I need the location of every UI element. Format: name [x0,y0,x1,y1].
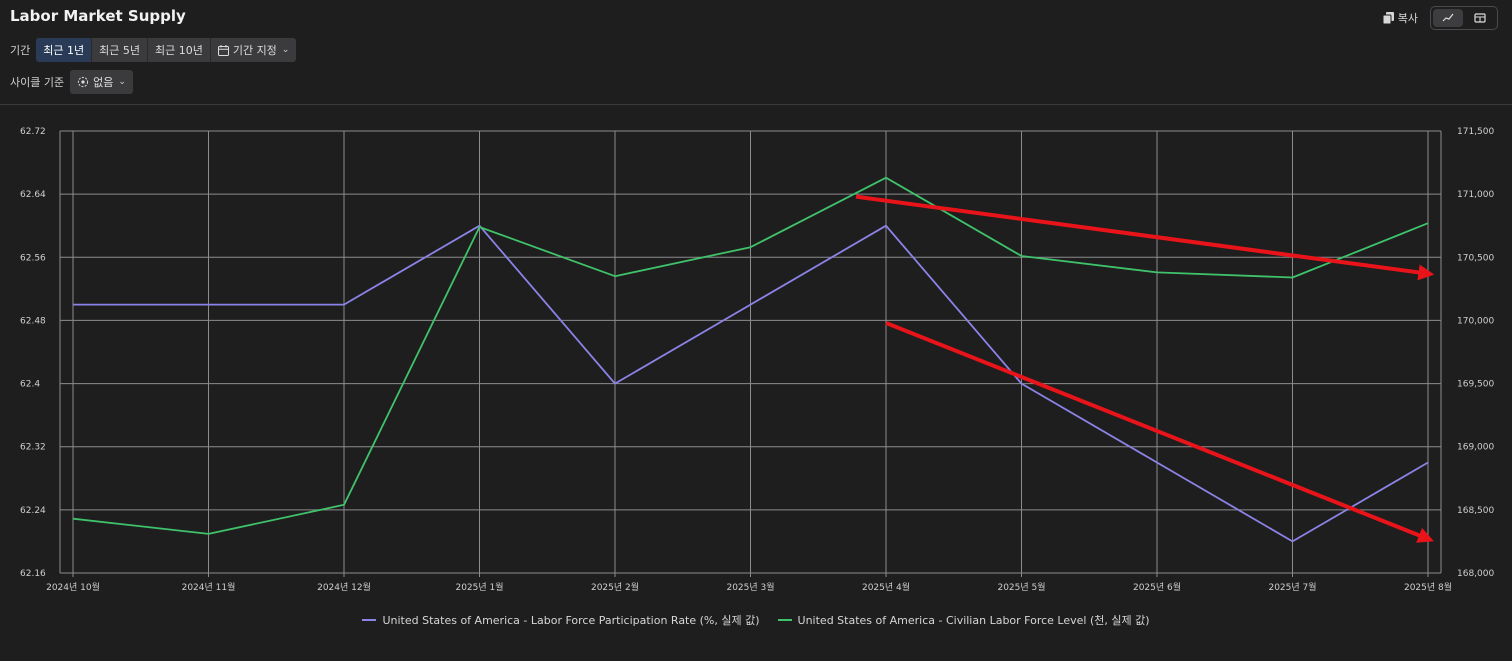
period-option-custom[interactable]: 기간 지정 ⌄ [211,38,297,62]
y-left-tick-label: 62.48 [20,316,46,326]
y-left-tick-label: 62.16 [20,569,46,579]
x-tick-label: 2024년 10월 [46,581,100,593]
y-left-tick-label: 62.4 [20,380,40,390]
divider [0,104,1512,105]
x-tick-label: 2025년 2월 [591,581,639,593]
labor-force-level-line [72,176,1429,535]
period-option-5y[interactable]: 최근 5년 [92,38,148,62]
copy-button[interactable]: 복사 [1382,10,1418,26]
cycle-selector[interactable]: 없음 ⌄ [70,70,133,94]
y-right-tick-label: 168,500 [1457,506,1494,516]
x-tick-label: 2024년 12월 [317,581,371,593]
y-left-tick-label: 62.32 [20,443,46,453]
x-tick-label: 2025년 7월 [1268,581,1316,593]
y-right-tick-label: 169,500 [1457,380,1494,390]
legend-item-labor-force-level[interactable]: United States of America - Civilian Labo… [777,612,1150,628]
legend-label: United States of America - Civilian Labo… [797,614,1150,627]
y-right-tick-label: 170,500 [1457,253,1494,263]
y-left-tick-label: 62.24 [20,506,46,516]
line-chart: 62.72 171,500 62.64 171,000 62.56 170,500 62.4… [20,127,1494,593]
period-selector: 최근 1년 최근 5년 최근 10년 기간 지정 ⌄ [36,38,297,62]
x-tick-label: 2025년 5월 [997,581,1045,593]
y-right-tick-label: 170,000 [1457,316,1494,326]
x-tick-label: 2025년 8월 [1404,581,1452,593]
x-tick-label: 2025년 3월 [726,581,774,593]
y-left-tick-label: 62.56 [20,253,46,263]
table-icon [1474,13,1486,23]
x-tick-label: 2025년 4월 [862,581,910,593]
period-label: 기간 [10,44,31,57]
y-left-tick-label: 62.64 [20,190,46,200]
line-chart-view-button[interactable] [1433,9,1463,27]
table-view-button[interactable] [1465,9,1495,27]
calendar-icon [217,44,229,56]
y-right-tick-label: 171,000 [1457,190,1494,200]
x-tick-label: 2025년 1월 [455,581,503,593]
period-row: 기간 최근 1년 최근 5년 최근 10년 기간 지정 ⌄ [10,38,297,62]
legend-swatch [362,619,377,621]
view-toggle [1430,6,1498,30]
chart-legend: United States of America - Labor Force P… [0,612,1512,628]
legend-item-participation-rate[interactable]: United States of America - Labor Force P… [362,612,760,628]
cycle-value: 없음 [93,76,114,89]
legend-swatch [777,619,792,621]
cycle-dropdown[interactable]: 없음 ⌄ [70,70,133,94]
copy-label: 복사 [1397,12,1418,25]
x-tick-label: 2024년 11월 [182,581,236,593]
y-right-tick-label: 169,000 [1457,443,1494,453]
y-left-tick-label: 62.72 [20,127,46,137]
period-option-1y[interactable]: 최근 1년 [36,38,93,62]
legend-label: United States of America - Labor Force P… [382,614,760,627]
y-right-tick-label: 168,000 [1457,569,1494,579]
period-option-10y[interactable]: 최근 10년 [148,38,211,62]
header-actions: 복사 [1382,6,1498,30]
x-tick-label: 2025년 6월 [1133,581,1181,593]
trend-arrow [855,194,1435,281]
chevron-down-icon: ⌄ [281,45,290,55]
trend-arrow [885,321,1434,543]
page-title: Labor Market Supply [10,7,186,25]
line-chart-icon [1442,13,1454,22]
cycle-icon [78,76,89,88]
period-custom-label: 기간 지정 [232,44,277,57]
cycle-row: 사이클 기준 없음 ⌄ [10,70,133,94]
cycle-label: 사이클 기준 [10,76,65,89]
copy-icon [1382,12,1394,24]
participation-rate-line [73,224,1429,543]
y-right-tick-label: 171,500 [1457,127,1494,137]
chevron-down-icon: ⌄ [118,77,126,87]
